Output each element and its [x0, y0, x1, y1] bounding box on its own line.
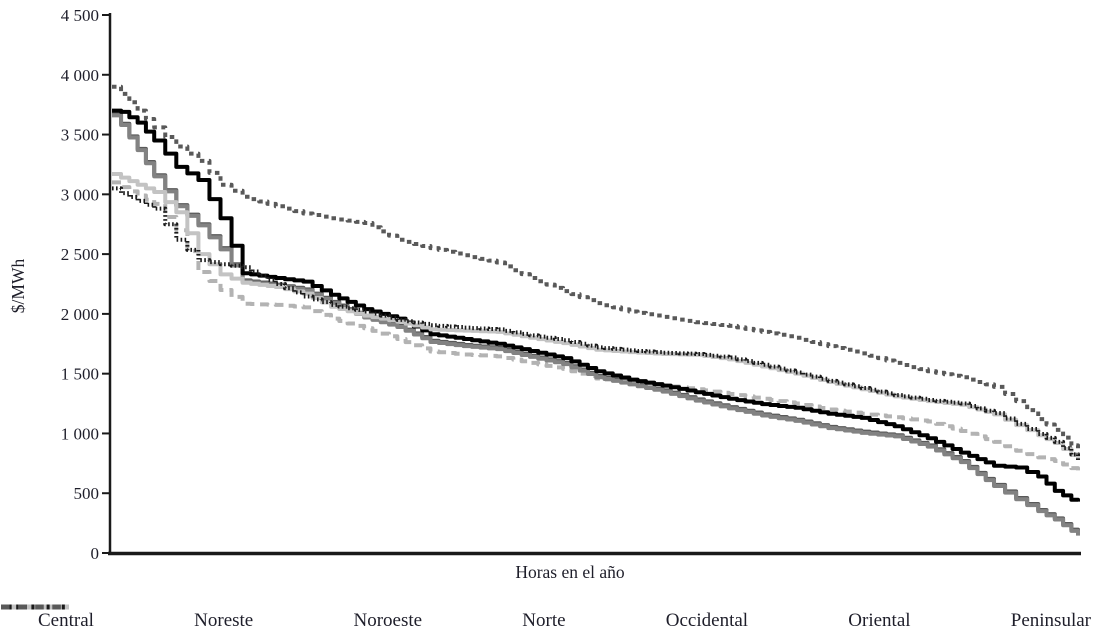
- legend: Central Noreste Noroeste Norte Occidental Ori…: [0, 603, 1103, 637]
- series-line-peninsular: [112, 84, 1080, 454]
- y-tick-label-1500: 1 500: [61, 365, 99, 384]
- legend-item-peninsular: Peninsular: [1, 604, 1091, 631]
- x-axis-title: Horas en el año: [515, 562, 625, 582]
- legend-item-noreste: Noreste: [1, 604, 254, 631]
- legend-item-occidental: Occidental: [1, 604, 749, 631]
- legend-label-occidental: Occidental: [665, 609, 749, 631]
- y-tick-label-2500: 2 500: [61, 245, 99, 264]
- series-line-noreste: [112, 180, 1080, 471]
- series-line-oriental: [112, 186, 1080, 461]
- series-line-occidental: [112, 172, 1080, 460]
- legend-item-central: Central: [1, 604, 94, 631]
- legend-item-norte: Norte: [1, 604, 566, 631]
- series-line-norte: [112, 108, 1080, 502]
- legend-item-oriental: Oriental: [1, 604, 911, 631]
- line-chart-canvas: 0 500 1 000 1 500 2 000 2 500 3 000 3 500 4 000 4…: [8, 6, 1081, 582]
- legend-label-noroeste: Noroeste: [353, 609, 423, 631]
- legend-label-norte: Norte: [522, 609, 566, 631]
- y-tick-label-4000: 4 000: [61, 66, 99, 85]
- y-tick-label-0: 0: [91, 544, 100, 563]
- y-tick-label-3500: 3 500: [61, 126, 99, 145]
- y-axis-ticks: 0 500 1 000 1 500 2 000 2 500 3 000 3 500 4 000 4…: [61, 6, 110, 563]
- y-tick-label-3000: 3 000: [61, 185, 99, 204]
- y-axis-title: $/MWh: [8, 259, 28, 314]
- legend-label-central: Central: [38, 609, 94, 631]
- y-tick-label-500: 500: [74, 484, 100, 503]
- legend-label-oriental: Oriental: [848, 609, 911, 631]
- y-tick-label-1000: 1 000: [61, 424, 99, 443]
- series-line-central: [112, 112, 1080, 535]
- y-tick-label-4500: 4 500: [61, 6, 99, 25]
- legend-label-peninsular: Peninsular: [1010, 609, 1091, 631]
- y-tick-label-2000: 2 000: [61, 305, 99, 324]
- series-lines: [112, 84, 1080, 536]
- legend-label-noreste: Noreste: [194, 609, 254, 631]
- legend-item-noroeste: Noroeste: [1, 604, 423, 631]
- series-line-noroeste: [112, 113, 1080, 536]
- legend-swatch-peninsular-line: [1, 604, 69, 610]
